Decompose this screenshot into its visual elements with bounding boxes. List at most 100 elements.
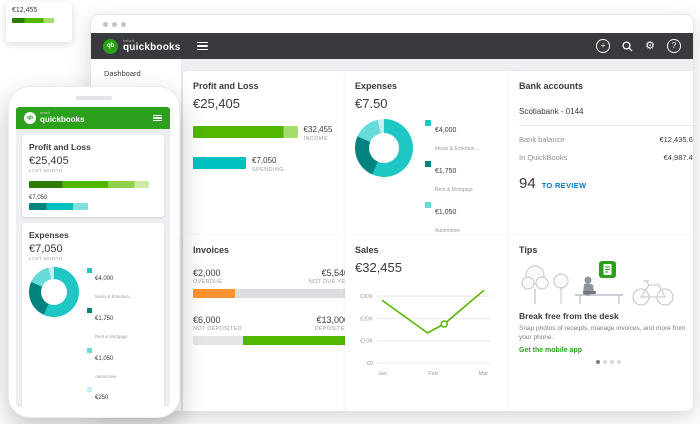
- phone-screen: qb intuit quickbooks Profit and Loss €25…: [16, 107, 170, 407]
- carousel-dot[interactable]: [595, 360, 600, 365]
- income-bar[interactable]: [193, 126, 298, 138]
- get-mobile-app-link[interactable]: Get the mobile app: [519, 347, 583, 355]
- legend-item: €4,000 Meals & Entertain...: [87, 267, 133, 304]
- quickbooks-logo-icon: qb: [24, 112, 36, 124]
- tips-card: Tips: [509, 235, 693, 411]
- phone-mockup: qb intuit quickbooks Profit and Loss €25…: [8, 86, 180, 418]
- deposits-status-bar[interactable]: [193, 336, 349, 345]
- review-count: 94: [519, 175, 536, 192]
- card-title: Expenses: [355, 81, 398, 91]
- window-titlebar: [91, 15, 693, 33]
- invoices-status-bar[interactable]: [193, 289, 349, 298]
- window-control-maximize[interactable]: [121, 21, 126, 27]
- to-review-link[interactable]: TO REVIEW: [541, 181, 587, 190]
- browser-window: qb intuit quickbooks + ⚙ ? Dashboard: [90, 14, 694, 412]
- phone-app-header: qb intuit quickbooks: [16, 107, 170, 129]
- svg-text:€10K: €10K: [360, 339, 373, 345]
- help-icon[interactable]: ?: [667, 39, 681, 53]
- sales-value: €32,455: [355, 260, 402, 275]
- brand-name: quickbooks: [123, 42, 181, 53]
- overdue-group: €2,000 OVERDUE: [193, 268, 223, 285]
- window-control-minimize[interactable]: [112, 21, 117, 27]
- legend-item: €4,000 Meals & Entertain...: [425, 119, 479, 156]
- bank-row: In QuickBooks €4,987.43: [519, 153, 694, 162]
- phone-profit-loss-card: Profit and Loss €25,405 LAST MONTH €7,05…: [22, 135, 164, 217]
- sidebar-item-dashboard[interactable]: Dashboard: [104, 69, 141, 78]
- legend-item: €1,050 Automotive: [425, 201, 479, 238]
- sales-card: Sales €32,455 €30K €20K €10K €0 Jan Feb Mar: [345, 235, 523, 411]
- floating-mini-card: €12,455: [6, 2, 72, 42]
- mini-card-value: €12,455: [12, 7, 38, 14]
- brand-name: quickbooks: [40, 114, 85, 124]
- legend-item: €1,750 Rent & Mortgage: [425, 160, 479, 197]
- svg-text:Mar: Mar: [479, 371, 489, 377]
- svg-text:€30K: €30K: [360, 294, 373, 300]
- bank-account-selector[interactable]: Scotiabank - 0144: [519, 107, 693, 126]
- carousel-dot[interactable]: [609, 360, 614, 365]
- tips-body-text: Snap photos of receipts, manage invoices…: [519, 325, 686, 342]
- legend-swatch: [425, 201, 431, 208]
- gear-icon[interactable]: ⚙: [645, 39, 655, 52]
- spending-value: €7,050: [252, 155, 277, 165]
- spending-bar[interactable]: [29, 203, 88, 210]
- mini-card-bar: [12, 18, 55, 23]
- legend-swatch: [87, 347, 92, 353]
- tips-headline: Break free from the desk: [519, 311, 619, 321]
- carousel-dot[interactable]: [616, 360, 621, 365]
- dashboard-content: Dashboard Profit and Loss €25,405 €32,45…: [91, 59, 693, 411]
- spending-label: SPENDING: [252, 166, 284, 173]
- intuit-wordmark: intuit: [40, 111, 51, 116]
- not-due-group: €5,540 NOT DUE YET: [308, 268, 349, 285]
- intuit-wordmark: intuit: [123, 38, 136, 43]
- legend-swatch: [87, 307, 92, 313]
- svg-text:Jan: Jan: [378, 371, 387, 377]
- profit-loss-value: €25,405: [193, 96, 240, 111]
- phone-speaker: [76, 96, 112, 100]
- bank-row: Bank balance €12,435.65: [519, 135, 694, 144]
- card-title: Sales: [355, 245, 379, 255]
- search-icon[interactable]: [622, 40, 633, 52]
- expenses-value: €7.50: [355, 96, 388, 111]
- card-title: Invoices: [193, 245, 230, 255]
- quickbooks-logo[interactable]: qb intuit quickbooks: [103, 38, 181, 54]
- plus-icon[interactable]: +: [596, 39, 611, 53]
- card-title: Profit and Loss: [193, 81, 259, 91]
- header-actions: + ⚙ ?: [596, 39, 681, 53]
- deposited-group: €13,000 DEPOSITED: [314, 315, 349, 332]
- expenses-donut-chart[interactable]: [29, 267, 79, 317]
- svg-text:€0: €0: [367, 361, 373, 367]
- spending-bar[interactable]: [193, 156, 247, 169]
- card-title: Bank accounts: [519, 81, 584, 91]
- legend-item: €1,050 Automotive: [87, 347, 133, 384]
- app-header: qb intuit quickbooks + ⚙ ?: [91, 33, 693, 59]
- expenses-card: Expenses €7.50 €4,000 Meals & Entertain..…: [345, 71, 523, 275]
- not-deposited-group: €6,000 NOT DEPOSITED: [193, 315, 242, 332]
- legend-swatch: [425, 120, 431, 126]
- carousel-dot[interactable]: [602, 360, 607, 365]
- hamburger-menu-icon[interactable]: [196, 41, 208, 51]
- sales-line-chart[interactable]: €30K €20K €10K €0 Jan Feb Mar: [355, 279, 493, 379]
- tips-carousel-dots: [519, 360, 693, 365]
- legend-swatch: [87, 387, 92, 393]
- legend-item: €250Travel Expenses: [87, 386, 133, 407]
- invoices-card: Invoices €2,000 OVERDUE €5,540 NOT DUE Y…: [183, 235, 359, 411]
- svg-text:Feb: Feb: [428, 371, 437, 377]
- profit-loss-card: Profit and Loss €25,405 €32,455 INCOME €…: [183, 71, 359, 249]
- income-value: €32,455: [303, 125, 333, 134]
- legend-swatch: [425, 160, 431, 167]
- legend-swatch: [87, 268, 92, 273]
- bank-accounts-card: Bank accounts Scotiabank - 0144 Bank bal…: [509, 71, 694, 249]
- expenses-legend: €4,000 Meals & Entertain... €1,750 Rent & …: [87, 267, 133, 407]
- income-label: INCOME: [303, 135, 328, 142]
- income-bar[interactable]: [29, 181, 150, 188]
- spending-value: €7,050: [29, 195, 48, 201]
- hamburger-menu-icon[interactable]: [153, 114, 162, 122]
- quickbooks-logo-icon: qb: [103, 38, 118, 54]
- window-control-close[interactable]: [103, 21, 108, 27]
- card-title: Tips: [519, 245, 538, 255]
- expenses-donut-chart[interactable]: [355, 119, 413, 177]
- svg-text:€20K: €20K: [360, 316, 373, 322]
- phone-expenses-card: Expenses €7,050 LAST MONTH €4,000 Meals &…: [22, 223, 164, 407]
- legend-item: €1,750 Rent & Mortgage: [87, 307, 133, 344]
